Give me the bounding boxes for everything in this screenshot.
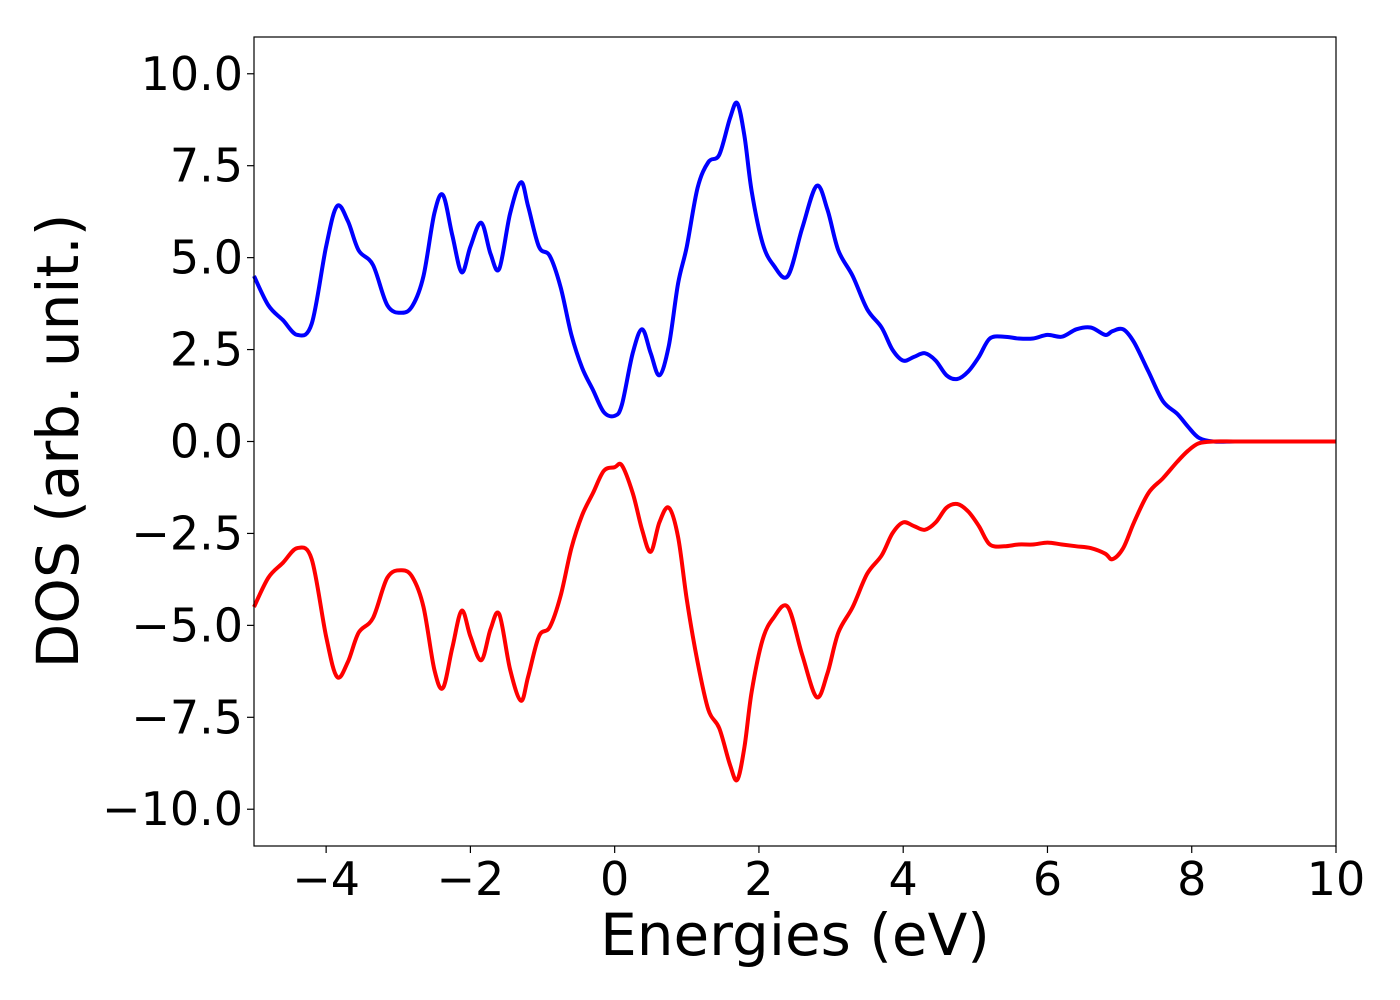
- x-tick-label: −2: [436, 852, 504, 906]
- x-tick-label: 0: [600, 852, 629, 906]
- series-line-negative: [252, 439, 1336, 783]
- y-axis-title: DOS (arb. unit.): [24, 214, 92, 669]
- y-tick-label: −10.0: [102, 782, 243, 836]
- y-tick-label: 7.5: [170, 139, 243, 193]
- plot-frame: [253, 36, 1337, 847]
- x-tick-label: 10: [1307, 852, 1366, 906]
- x-axis: −4 −2 0 2 4 6 8 10: [292, 846, 1365, 906]
- x-tick-label: 6: [1033, 852, 1062, 906]
- series-line-positive: [252, 100, 1336, 444]
- y-tick-label: 0.0: [170, 415, 243, 469]
- x-tick-label: 4: [889, 852, 918, 906]
- y-tick-label: 10.0: [141, 47, 243, 101]
- x-tick-label: −4: [292, 852, 360, 906]
- y-tick-label: 2.5: [170, 323, 243, 377]
- y-tick-label: −2.5: [131, 506, 243, 560]
- series-layer: [252, 100, 1336, 783]
- y-tick-label: −5.0: [131, 598, 243, 652]
- x-axis-title: Energies (eV): [600, 901, 990, 969]
- y-tick-label: −7.5: [131, 690, 243, 744]
- y-axis: 10.0 7.5 5.0 2.5 0.0 −2.5 −5.0 −7.5 −10.0: [102, 47, 254, 836]
- x-tick-label: 2: [744, 852, 773, 906]
- y-tick-label: 5.0: [170, 231, 243, 285]
- x-tick-label: 8: [1177, 852, 1206, 906]
